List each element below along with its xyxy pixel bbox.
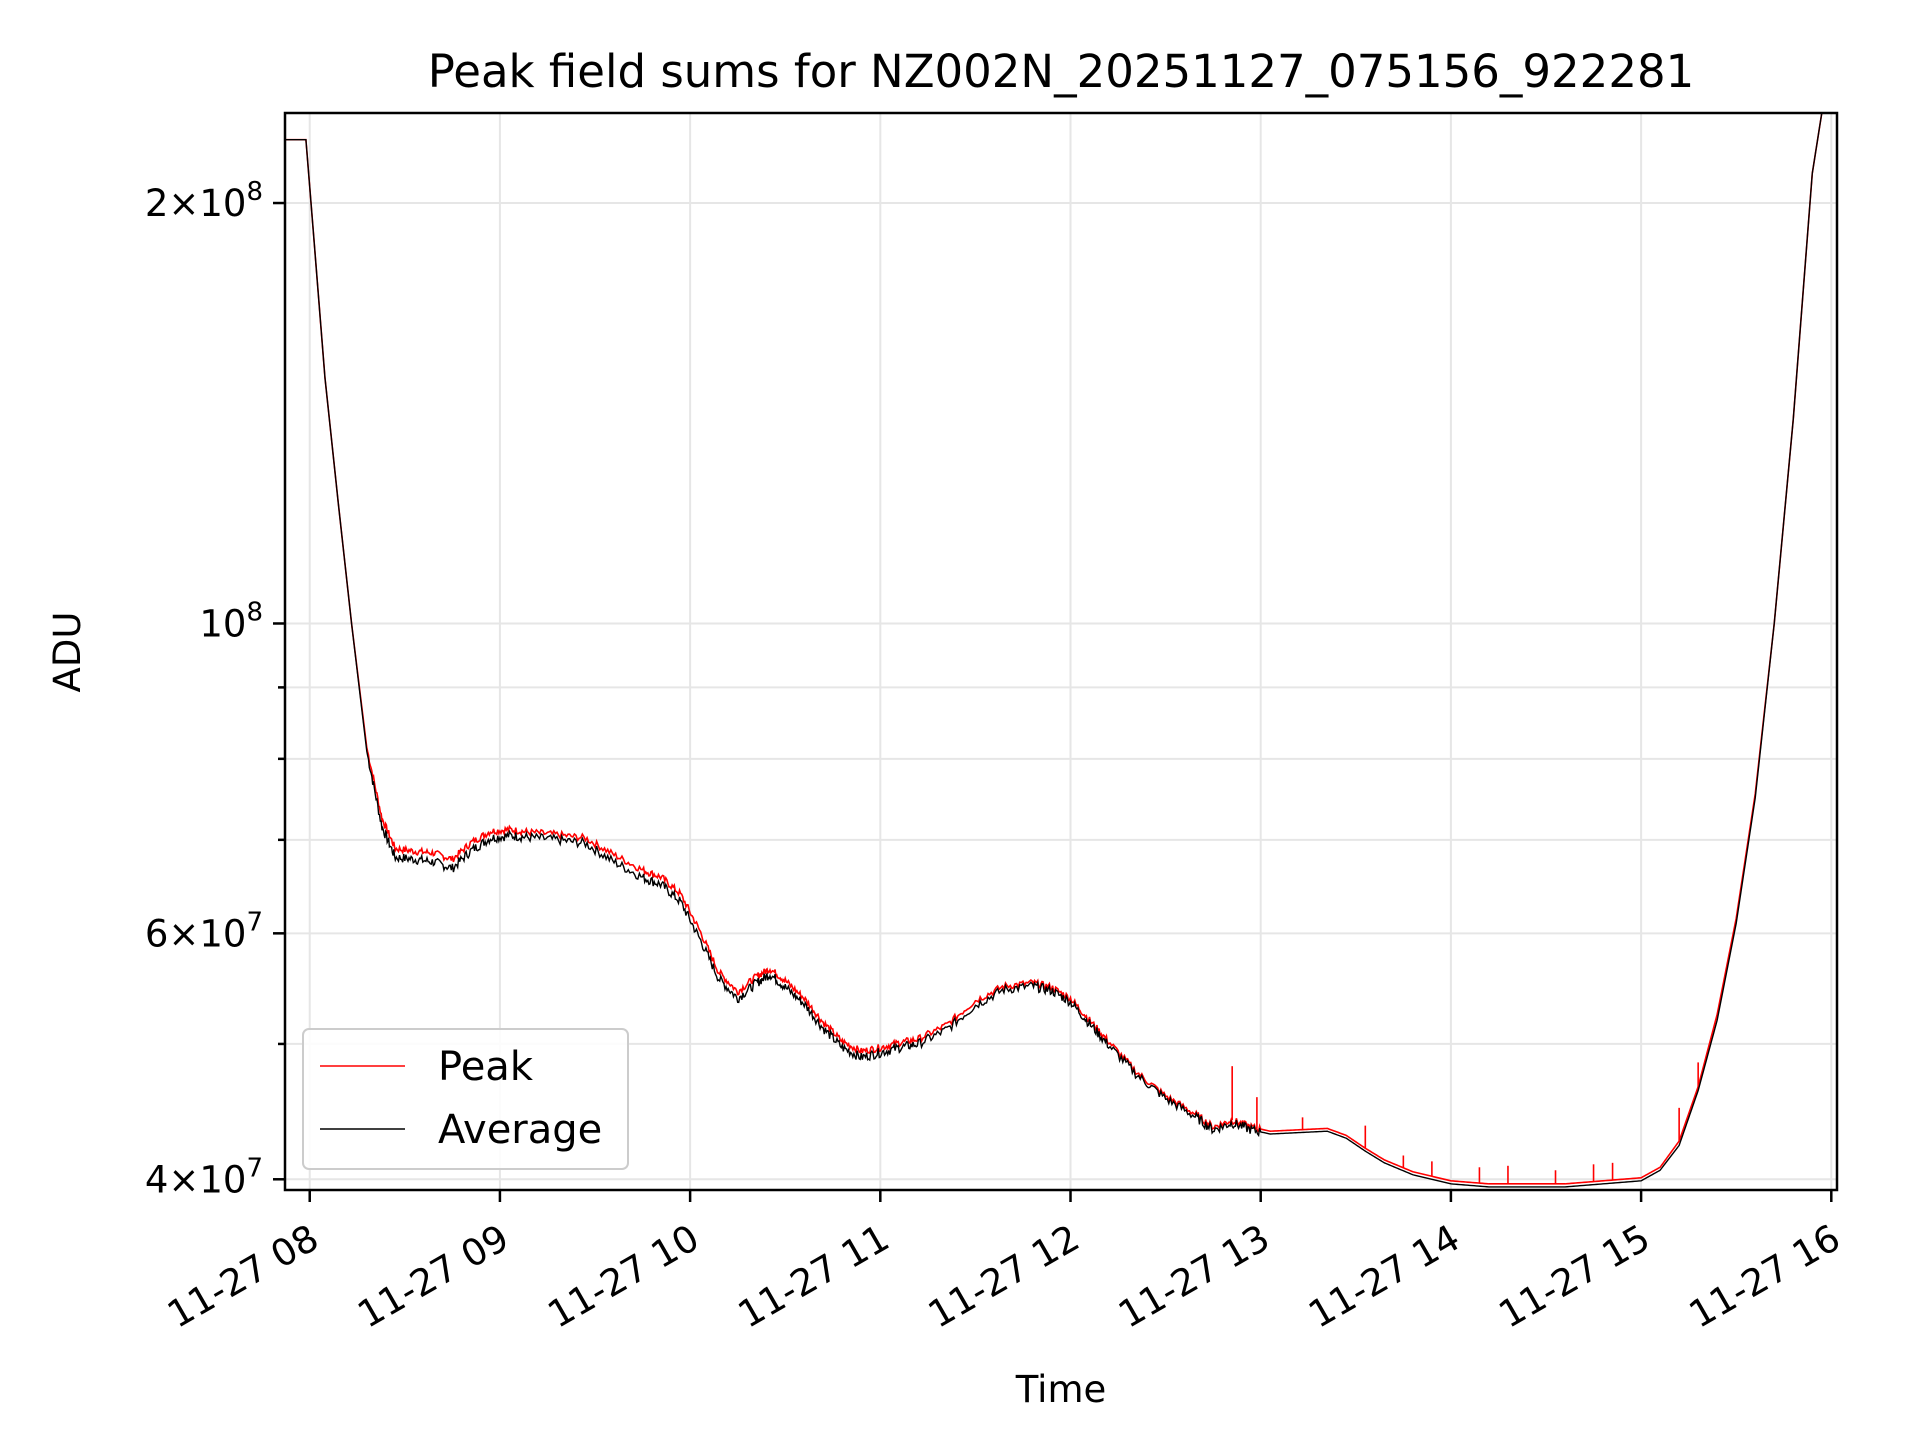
y-axis-label: ADU xyxy=(46,612,89,693)
y-tick-label: 4×107 xyxy=(145,1153,263,1201)
y-tick-label: 108 xyxy=(199,597,263,645)
series-layer xyxy=(285,113,1837,1188)
y-tick-label: 6×107 xyxy=(145,907,263,955)
legend-box xyxy=(302,1028,629,1170)
legend-label-peak: Peak xyxy=(438,1044,534,1090)
series-line-average xyxy=(285,113,1837,1188)
grid-layer xyxy=(285,113,1837,1190)
series-line-peak xyxy=(285,113,1837,1185)
y-tick-label: 2×108 xyxy=(145,177,263,225)
legend-label-average: Average xyxy=(438,1107,602,1153)
x-axis-label: Time xyxy=(1015,1368,1107,1411)
chart-title: Peak field sums for NZ002N_20251127_0751… xyxy=(428,45,1694,98)
legend: Peak Average xyxy=(302,1028,629,1170)
plot-frame xyxy=(283,111,1839,1192)
